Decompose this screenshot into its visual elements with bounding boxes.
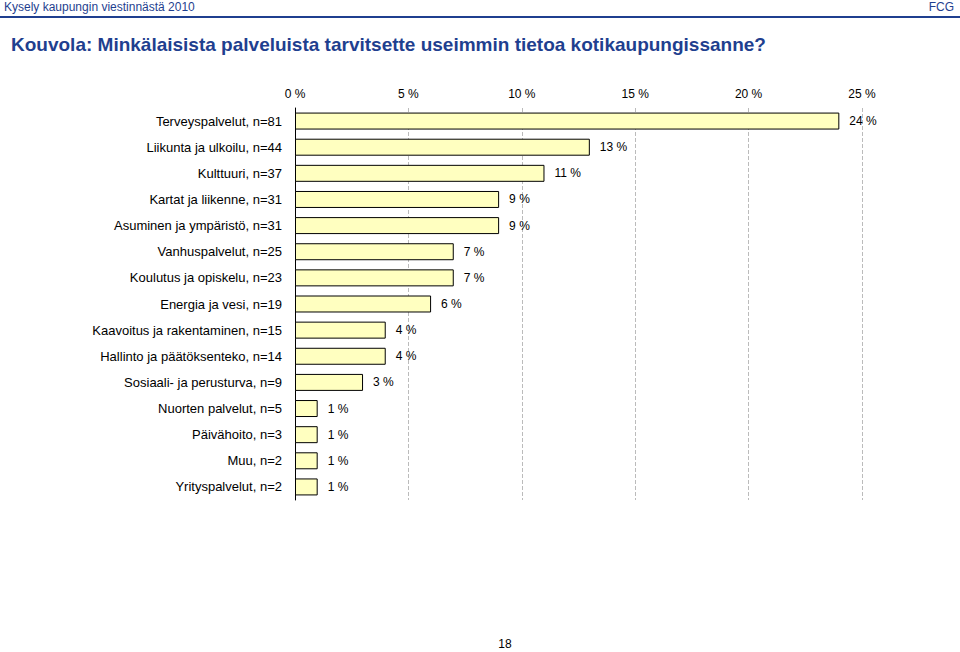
svg-text:Nuorten palvelut, n=5: Nuorten palvelut, n=5 [158, 401, 282, 416]
svg-text:1 %: 1 % [328, 402, 349, 416]
html-text:Kysely kaupungin viestinnästä: Kysely kaupungin viestinnästä 2010 [4, 0, 195, 14]
svg-text:Kaavoitus ja rakentaminen, n=1: Kaavoitus ja rakentaminen, n=15 [92, 323, 282, 338]
svg-text:Asuminen ja ympäristö, n=31: Asuminen ja ympäristö, n=31 [114, 218, 282, 233]
svg-text:Kartat ja liikenne, n=31: Kartat ja liikenne, n=31 [149, 192, 282, 207]
svg-text:Kulttuuri, n=37: Kulttuuri, n=37 [198, 166, 282, 181]
svg-text:Koulutus ja opiskelu, n=23: Koulutus ja opiskelu, n=23 [130, 270, 282, 285]
svg-text:Yrityspalvelut, n=2: Yrityspalvelut, n=2 [175, 479, 282, 494]
svg-text:Terveyspalvelut, n=81: Terveyspalvelut, n=81 [156, 114, 282, 129]
svg-text:24 %: 24 % [849, 114, 877, 128]
svg-text:1 %: 1 % [328, 428, 349, 442]
svg-text:4 %: 4 % [396, 349, 417, 363]
svg-text:0 %: 0 % [285, 87, 306, 101]
svg-text:25 %: 25 % [848, 87, 876, 101]
svg-text:Liikunta ja ulkoilu, n=44: Liikunta ja ulkoilu, n=44 [146, 140, 282, 155]
svg-text:11 %: 11 % [554, 166, 581, 180]
html-text:FCG: FCG [928, 0, 954, 14]
svg-text:4 %: 4 % [396, 323, 417, 337]
svg-text:Kouvola: Minkälaisista palvelu: Kouvola: Minkälaisista palveluista tarvi… [11, 34, 766, 55]
svg-text:9 %: 9 % [509, 219, 530, 233]
html-text:18: 18 [498, 637, 512, 651]
svg-text:Hallinto ja päätöksenteko, n=1: Hallinto ja päätöksenteko, n=14 [100, 349, 282, 364]
svg-text:15 %: 15 % [622, 87, 650, 101]
svg-text:1 %: 1 % [328, 480, 349, 494]
svg-text:Päivähoito, n=3: Päivähoito, n=3 [192, 427, 282, 442]
svg-text:Vanhuspalvelut, n=25: Vanhuspalvelut, n=25 [158, 244, 282, 259]
svg-text:Sosiaali- ja perusturva, n=9: Sosiaali- ja perusturva, n=9 [124, 375, 282, 390]
svg-text:6 %: 6 % [441, 297, 462, 311]
svg-text:7 %: 7 % [464, 271, 485, 285]
svg-text:5 %: 5 % [398, 87, 419, 101]
svg-text:1 %: 1 % [328, 454, 349, 468]
svg-text:13 %: 13 % [600, 140, 628, 154]
svg-text:20 %: 20 % [735, 87, 763, 101]
svg-text:7 %: 7 % [464, 245, 485, 259]
svg-text:10 %: 10 % [508, 87, 536, 101]
svg-text:Energia ja vesi, n=19: Energia ja vesi, n=19 [160, 297, 282, 312]
svg-text:9 %: 9 % [509, 192, 530, 206]
svg-text:Muu, n=2: Muu, n=2 [227, 453, 282, 468]
svg-text:3 %: 3 % [373, 375, 394, 389]
